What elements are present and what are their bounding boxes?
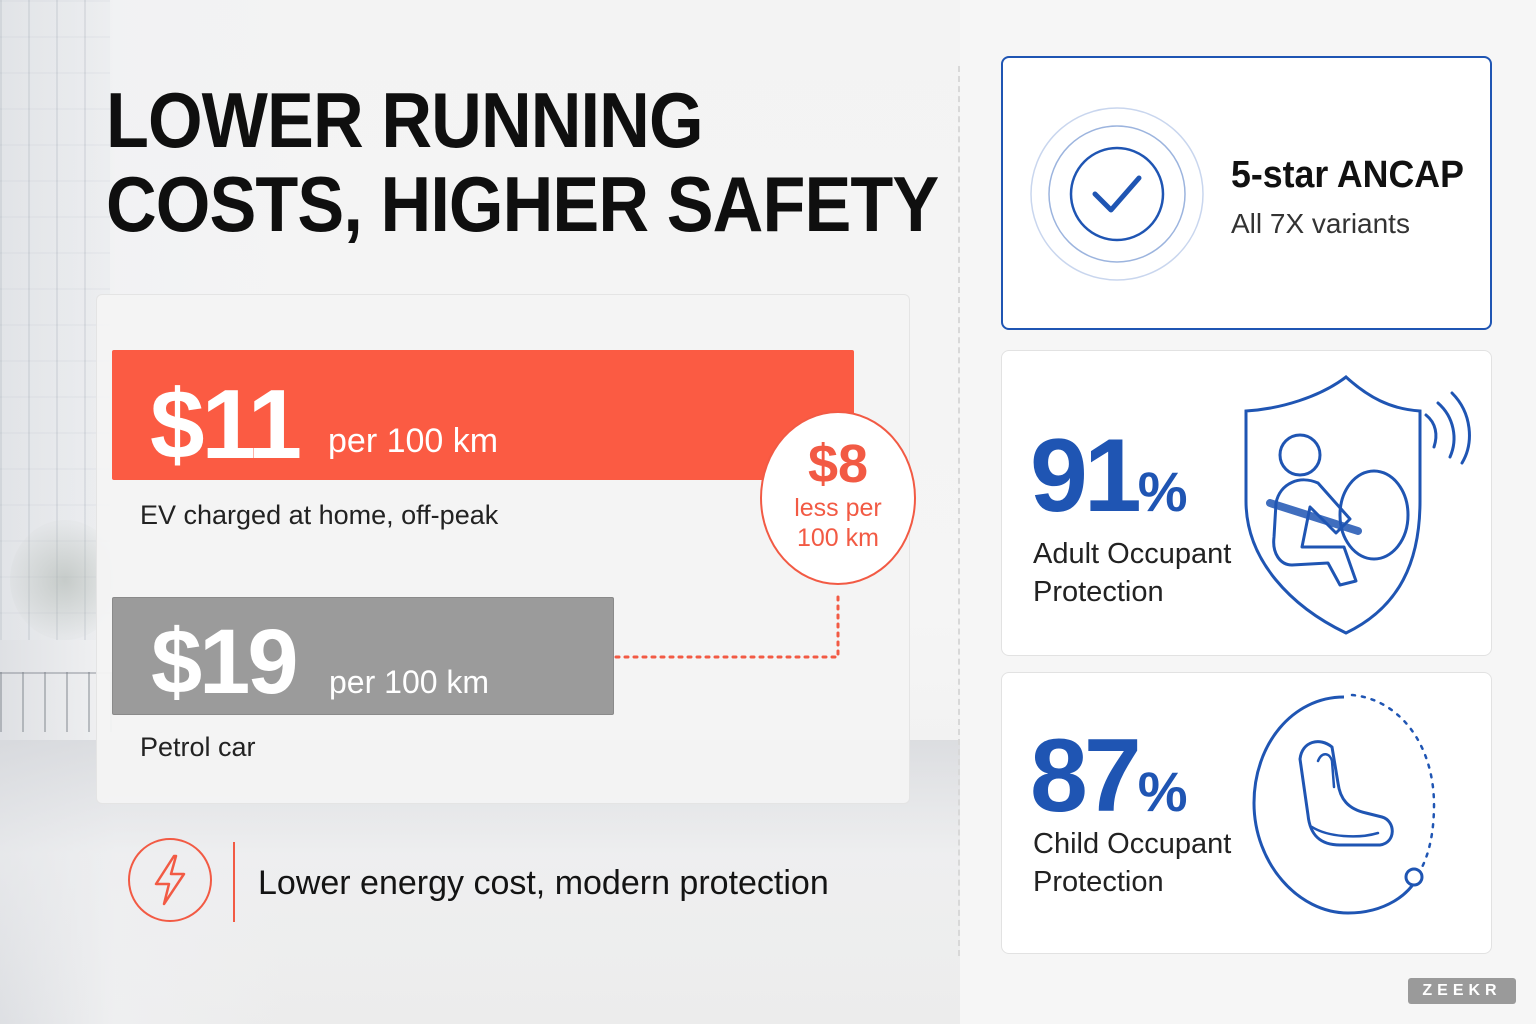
adult-occupant-label: Adult Occupant Protection — [1033, 535, 1243, 611]
child-occupant-label-line-1: Child Occupant — [1033, 828, 1232, 860]
child-occupant-label-line-2: Protection — [1033, 866, 1164, 898]
petrol-cost-amount: $19 — [151, 611, 298, 713]
ev-cost-amount: $11 — [150, 369, 302, 479]
footer-tagline: Lower energy cost, modern protection — [128, 836, 888, 926]
adult-occupant-label-line-1: Adult Occupant — [1033, 538, 1232, 570]
footer-divider — [233, 842, 235, 922]
adult-occupant-unit: % — [1137, 460, 1188, 523]
ev-cost-caption: EV charged at home, off-peak — [140, 500, 499, 530]
child-occupant-value: 87 — [1030, 718, 1142, 834]
lightning-bolt-icon — [128, 838, 212, 922]
adult-occupant-value: 91 — [1030, 418, 1142, 534]
child-occupant-unit: % — [1137, 760, 1188, 823]
child-occupant-percentage: 87% — [1030, 717, 1187, 836]
savings-amount: $8 — [807, 434, 869, 494]
petrol-cost-unit: per 100 km — [329, 664, 490, 700]
shield-seatbelt-occupant-icon — [1244, 375, 1471, 635]
footer-text: Lower energy cost, modern protection — [258, 864, 829, 902]
savings-connector-line — [614, 590, 840, 659]
adult-occupant-label-line-2: Protection — [1033, 576, 1164, 608]
ancap-subtitle: All 7X variants — [1231, 208, 1410, 239]
page-title-line-2: COSTS, HIGHER SAFETY — [106, 160, 939, 248]
page-title: LOWER RUNNING COSTS, HIGHER SAFETY — [106, 76, 939, 248]
ancap-title: 5-star ANCAP — [1231, 154, 1464, 196]
ev-cost-unit: per 100 km — [328, 422, 499, 460]
checkmark-icon — [1030, 107, 1204, 281]
savings-label-line-1: less per — [794, 494, 882, 522]
ancap-rating-card: 5-star ANCAP All 7X variants — [1001, 56, 1492, 330]
page-title-line-1: LOWER RUNNING — [106, 76, 704, 164]
child-seat-icon — [1252, 693, 1436, 915]
brand-logo: ZEEKR — [1408, 978, 1516, 1004]
child-occupant-card: 87% Child Occupant Protection — [1001, 672, 1492, 954]
ev-cost-bar: $11 per 100 km — [112, 350, 854, 480]
petrol-cost-bar: $19 per 100 km — [112, 597, 614, 715]
child-occupant-label: Child Occupant Protection — [1033, 825, 1243, 901]
savings-badge: $8 less per 100 km — [760, 411, 916, 585]
column-divider — [958, 66, 960, 956]
savings-label-line-2: 100 km — [797, 524, 879, 552]
petrol-cost-caption: Petrol car — [140, 732, 256, 762]
adult-occupant-percentage: 91% — [1030, 417, 1187, 536]
adult-occupant-card: 91% Adult Occupant Protection — [1001, 350, 1492, 656]
